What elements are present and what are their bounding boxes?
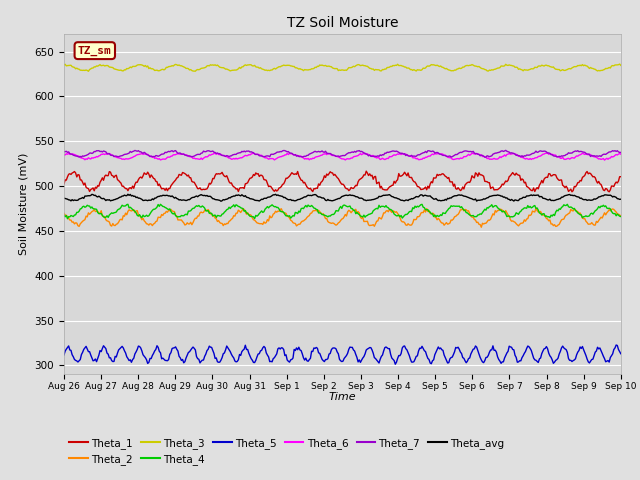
Theta_4: [472, 214, 479, 219]
Theta_7: [295, 154, 303, 159]
Line: Theta_3: Theta_3: [64, 64, 621, 71]
Theta_2: [295, 221, 303, 227]
Theta_6: [544, 150, 552, 156]
Theta_avg: [217, 198, 225, 204]
Theta_7: [469, 148, 477, 154]
Theta_4: [298, 206, 305, 212]
Theta_2: [399, 219, 406, 225]
Theta_6: [601, 157, 609, 163]
Theta_5: [617, 351, 625, 357]
Theta_1: [617, 174, 625, 180]
Theta_1: [362, 168, 370, 174]
Theta_2: [372, 221, 380, 227]
Theta_6: [60, 152, 68, 158]
Theta_2: [617, 213, 625, 219]
Theta_2: [568, 208, 576, 214]
Line: Theta_2: Theta_2: [64, 208, 621, 227]
Theta_avg: [236, 192, 243, 198]
Theta_3: [616, 61, 623, 67]
Theta_1: [60, 181, 68, 187]
Line: Theta_avg: Theta_avg: [64, 194, 621, 201]
Theta_avg: [124, 192, 132, 197]
Theta_7: [234, 151, 241, 156]
Theta_3: [617, 62, 625, 68]
Theta_3: [399, 63, 407, 69]
Y-axis label: Soil Moisture (mV): Soil Moisture (mV): [19, 153, 29, 255]
Theta_1: [567, 186, 575, 192]
Theta_2: [60, 211, 68, 216]
Theta_1: [295, 173, 303, 179]
Theta_3: [296, 66, 304, 72]
Theta_4: [401, 213, 408, 218]
Theta_4: [617, 214, 625, 219]
Theta_2: [477, 224, 485, 230]
Theta_1: [373, 181, 381, 187]
Theta_4: [236, 204, 243, 210]
Theta_7: [568, 150, 576, 156]
Theta_5: [234, 359, 241, 364]
Theta_5: [295, 344, 303, 350]
Theta_avg: [617, 196, 625, 202]
Theta_5: [60, 352, 68, 358]
Theta_7: [372, 154, 380, 159]
Theta_avg: [298, 196, 305, 202]
Theta_5: [372, 356, 380, 361]
Theta_avg: [568, 192, 576, 198]
Theta_3: [470, 63, 478, 69]
Theta_5: [392, 361, 399, 367]
Theta_6: [295, 153, 303, 159]
Theta_2: [469, 215, 477, 220]
Theta_3: [234, 66, 242, 72]
Line: Theta_6: Theta_6: [64, 153, 621, 160]
X-axis label: Time: Time: [328, 393, 356, 402]
Text: TZ_sm: TZ_sm: [78, 46, 111, 56]
Theta_6: [469, 151, 477, 156]
Theta_5: [612, 342, 620, 348]
Theta_1: [605, 189, 613, 195]
Theta_6: [399, 150, 406, 156]
Theta_2: [532, 205, 540, 211]
Line: Theta_1: Theta_1: [64, 171, 621, 192]
Legend: Theta_1, Theta_2, Theta_3, Theta_4, Theta_5, Theta_6, Theta_7, Theta_avg: Theta_1, Theta_2, Theta_3, Theta_4, Thet…: [69, 438, 504, 465]
Theta_avg: [401, 198, 408, 204]
Line: Theta_5: Theta_5: [64, 345, 621, 364]
Theta_7: [502, 147, 509, 153]
Theta_4: [157, 202, 164, 207]
Theta_5: [470, 346, 478, 352]
Theta_2: [234, 210, 241, 216]
Theta_4: [568, 205, 576, 211]
Theta_7: [399, 151, 406, 156]
Theta_7: [60, 149, 68, 155]
Theta_6: [372, 155, 380, 160]
Theta_avg: [374, 195, 381, 201]
Theta_3: [60, 62, 68, 68]
Theta_1: [399, 171, 407, 177]
Theta_7: [481, 154, 488, 160]
Theta_4: [374, 206, 381, 212]
Theta_3: [567, 66, 575, 72]
Theta_1: [234, 186, 241, 192]
Theta_6: [234, 156, 241, 162]
Theta_7: [617, 150, 625, 156]
Theta_5: [567, 358, 575, 363]
Theta_4: [63, 216, 71, 222]
Theta_avg: [472, 196, 479, 202]
Line: Theta_4: Theta_4: [64, 204, 621, 219]
Theta_5: [399, 344, 407, 349]
Theta_avg: [60, 195, 68, 201]
Theta_3: [373, 67, 381, 72]
Theta_6: [617, 151, 625, 157]
Theta_1: [470, 175, 478, 181]
Line: Theta_7: Theta_7: [64, 150, 621, 157]
Theta_3: [84, 68, 92, 74]
Theta_6: [567, 156, 575, 161]
Title: TZ Soil Moisture: TZ Soil Moisture: [287, 16, 398, 30]
Theta_4: [60, 212, 68, 218]
